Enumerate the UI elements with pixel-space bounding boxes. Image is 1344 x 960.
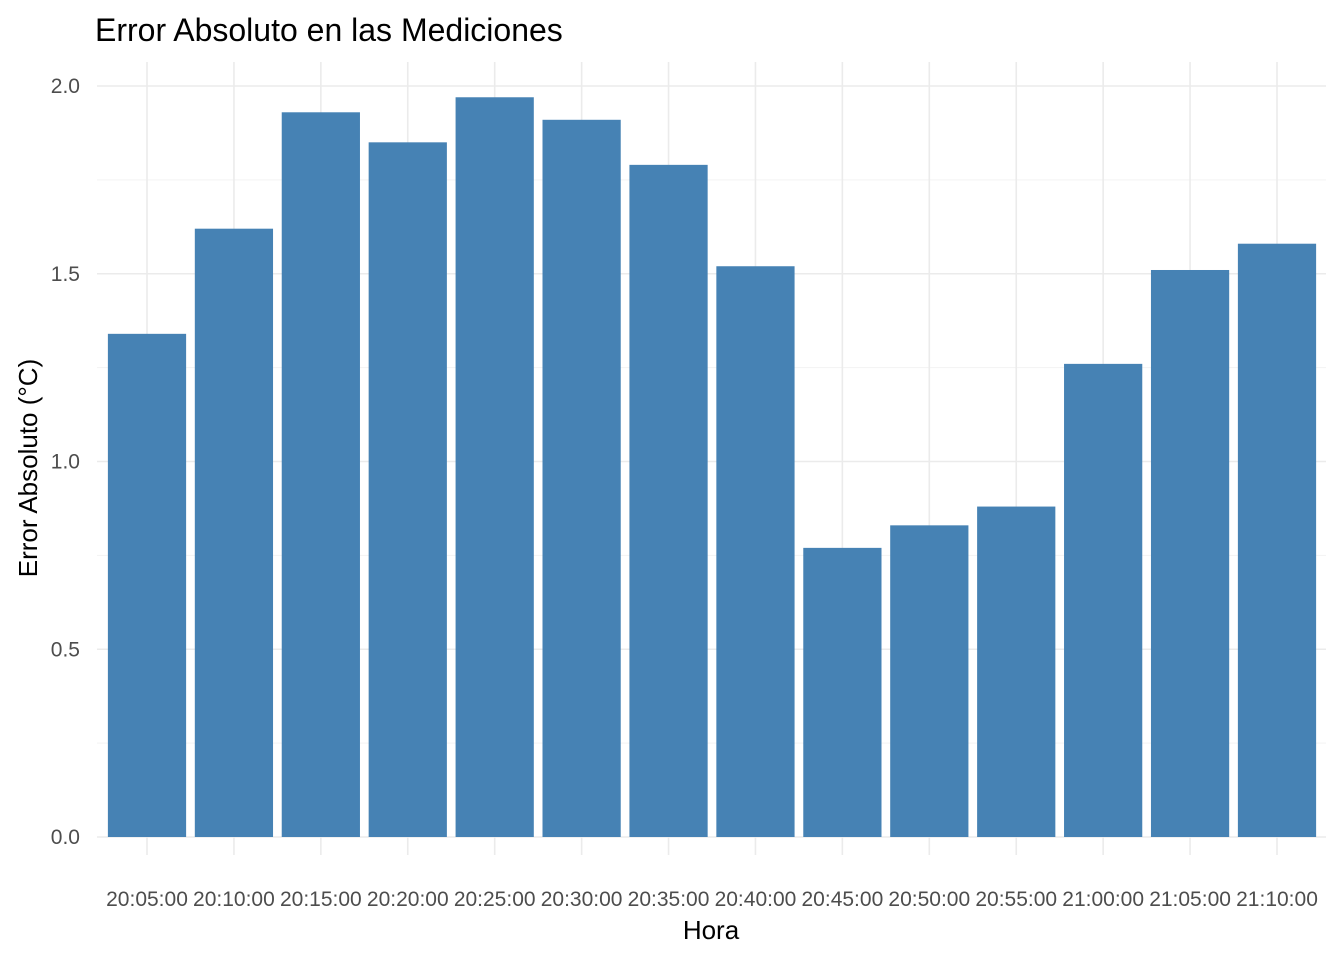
y-tick-label: 2.0 — [51, 75, 80, 98]
x-axis-ticks: 20:05:00 20:10:00 20:15:00 20:20:00 20:25:00… — [106, 888, 1318, 911]
bar — [194, 228, 274, 837]
y-tick-label: 1.0 — [51, 451, 80, 474]
bar — [281, 112, 360, 837]
bar — [629, 164, 708, 838]
x-tick-label: 21:10:00 — [1236, 888, 1318, 911]
x-tick-label: 20:55:00 — [975, 888, 1057, 911]
bars — [107, 97, 1317, 838]
bar — [716, 266, 795, 837]
bar — [1237, 243, 1317, 837]
y-tick-label: 1.5 — [51, 263, 80, 286]
bar — [1150, 269, 1230, 837]
bar — [542, 119, 621, 838]
y-axis-ticks: 0.0 0.5 1.0 1.5 2.0 — [51, 75, 80, 849]
x-tick-label: 20:35:00 — [628, 888, 710, 911]
x-tick-label: 20:50:00 — [888, 888, 970, 911]
bar — [107, 333, 187, 837]
bar — [977, 506, 1056, 837]
chart-title: Error Absoluto en las Mediciones — [95, 12, 563, 48]
x-tick-label: 21:00:00 — [1062, 888, 1144, 911]
y-tick-label: 0.0 — [51, 826, 80, 849]
x-tick-label: 20:20:00 — [367, 888, 449, 911]
x-tick-label: 20:10:00 — [193, 888, 275, 911]
x-tick-label: 20:15:00 — [280, 888, 362, 911]
bar — [1064, 363, 1143, 837]
x-tick-label: 20:45:00 — [802, 888, 884, 911]
x-tick-label: 20:05:00 — [106, 888, 188, 911]
bar — [368, 142, 447, 837]
y-tick-label: 0.5 — [51, 638, 80, 661]
bar — [803, 547, 882, 837]
x-axis-title: Hora — [683, 915, 740, 945]
bar — [455, 97, 534, 837]
x-tick-label: 21:05:00 — [1149, 888, 1231, 911]
y-axis-title: Error Absoluto (°C) — [13, 359, 43, 577]
x-tick-label: 20:40:00 — [715, 888, 797, 911]
x-tick-label: 20:25:00 — [454, 888, 536, 911]
x-tick-label: 20:30:00 — [541, 888, 623, 911]
bar — [890, 525, 969, 837]
